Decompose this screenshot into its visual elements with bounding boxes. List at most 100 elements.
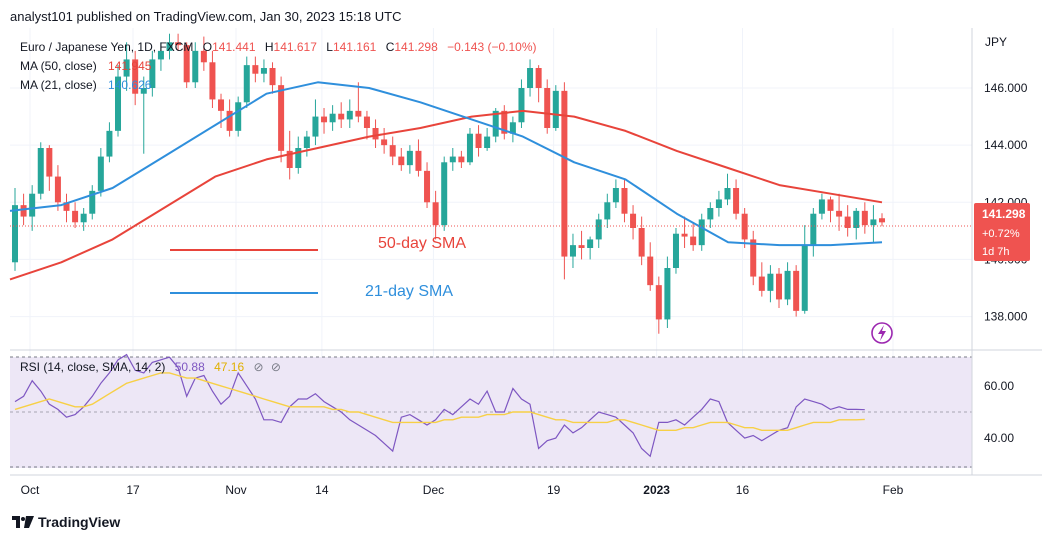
candle-body — [295, 148, 302, 168]
candle-body — [149, 59, 156, 88]
tradingview-logo[interactable]: TradingView — [12, 514, 120, 530]
candle-body — [321, 116, 328, 123]
candle-body — [89, 190, 96, 214]
time-tick-label: 16 — [736, 483, 750, 497]
symbol-legend[interactable]: Euro / Japanese Yen, 1D, FXCM O141.441 H… — [20, 40, 537, 54]
candle-body — [278, 85, 285, 151]
o-label: O — [203, 40, 212, 54]
candle-body — [870, 219, 877, 226]
candle-body — [836, 210, 843, 217]
candle-body — [72, 210, 79, 223]
candle-body — [157, 50, 164, 60]
candle-body — [707, 208, 714, 220]
candle-body — [767, 273, 774, 291]
time-tick-label: Feb — [883, 483, 904, 497]
candle-body — [775, 273, 782, 300]
hide-icon[interactable]: ⊘ — [271, 360, 281, 374]
candle-body — [346, 110, 353, 120]
candle-body — [46, 148, 53, 177]
candle-body — [818, 199, 825, 214]
price-tag-price: 141.298 — [982, 207, 1026, 221]
candle-body — [329, 113, 336, 123]
candle-body — [29, 193, 36, 217]
time-tick-label: 19 — [547, 483, 561, 497]
candle-body — [209, 62, 216, 100]
candle-body — [37, 148, 44, 194]
candle-body — [115, 76, 122, 131]
price-pane[interactable] — [10, 28, 972, 348]
candle-body — [175, 42, 182, 46]
candle-body — [235, 102, 242, 131]
candle-body — [260, 68, 267, 74]
sma21-annotation: 21-day SMA — [365, 283, 453, 300]
moving-averages — [9, 81, 883, 281]
candle-body — [389, 145, 396, 157]
tv-logo-icon — [12, 516, 34, 528]
candle-body — [827, 199, 834, 211]
candle-body — [449, 156, 456, 163]
candle-body — [750, 239, 757, 277]
currency-label: JPY — [985, 35, 1007, 49]
candle-body — [715, 199, 722, 208]
h-label: H — [265, 40, 274, 54]
lightning-icon[interactable] — [871, 322, 893, 344]
candle-body — [252, 65, 259, 74]
candle-body — [166, 42, 173, 51]
change-value: −0.143 (−0.10%) — [447, 40, 536, 54]
candle-body — [63, 202, 70, 211]
candle-body — [303, 136, 310, 148]
ma50-line — [9, 109, 883, 281]
c-value: 141.298 — [394, 40, 438, 54]
time-axis-ticks: Oct 17 Nov 14 Dec 19 2023 16 Feb — [21, 483, 904, 497]
rsi-sma-value: 47.16 — [214, 360, 244, 374]
candle-body — [54, 176, 61, 203]
candle-body — [484, 136, 491, 148]
rsi-line — [14, 353, 865, 458]
candle-body — [793, 270, 800, 311]
candle-body — [578, 245, 585, 248]
c-label: C — [386, 40, 395, 54]
candle-body — [424, 170, 431, 203]
l-value: 141.161 — [333, 40, 377, 54]
brand-name: TradingView — [38, 514, 121, 530]
candle-body — [518, 88, 525, 123]
ma50-legend[interactable]: MA (50, close) 141.945 — [20, 59, 152, 73]
time-tick-label: Nov — [225, 483, 246, 497]
candle-body — [630, 213, 637, 228]
candle-body — [501, 110, 508, 134]
candle-body — [844, 216, 851, 228]
candle-body — [655, 285, 662, 320]
candle-body — [97, 156, 104, 191]
candle-body — [810, 213, 817, 246]
candle-body — [398, 156, 405, 166]
candle-body — [312, 116, 319, 137]
ma21-legend[interactable]: MA (21, close) 140.626 — [20, 78, 152, 92]
candle-body — [363, 116, 370, 128]
price-tick-label: 144.000 — [984, 138, 1028, 152]
candles-group — [11, 33, 886, 334]
settings-icon[interactable]: ⊘ — [253, 360, 263, 374]
candle-body — [681, 233, 688, 237]
time-tick-label: Dec — [423, 483, 444, 497]
candle-body — [441, 162, 448, 226]
candle-body — [475, 133, 482, 148]
candle-body — [784, 270, 791, 300]
candle-body — [621, 188, 628, 214]
rsi-label: RSI (14, close, SMA, 14, 2) — [20, 360, 165, 374]
candle-body — [123, 59, 130, 77]
price-tag[interactable] — [974, 203, 1030, 261]
o-value: 141.441 — [212, 40, 256, 54]
candle-body — [527, 68, 534, 88]
candle-body — [192, 50, 199, 83]
candle-body — [535, 68, 542, 88]
rsi-lines — [14, 353, 865, 458]
candle-body — [552, 90, 559, 128]
candle-body — [381, 139, 388, 146]
candle-body — [140, 88, 147, 94]
rsi-legend[interactable]: RSI (14, close, SMA, 14, 2) 50.88 47.16 … — [20, 360, 281, 374]
sma50-annotation: 50-day SMA — [378, 235, 466, 252]
candle-body — [604, 202, 611, 220]
candle-body — [20, 205, 27, 217]
